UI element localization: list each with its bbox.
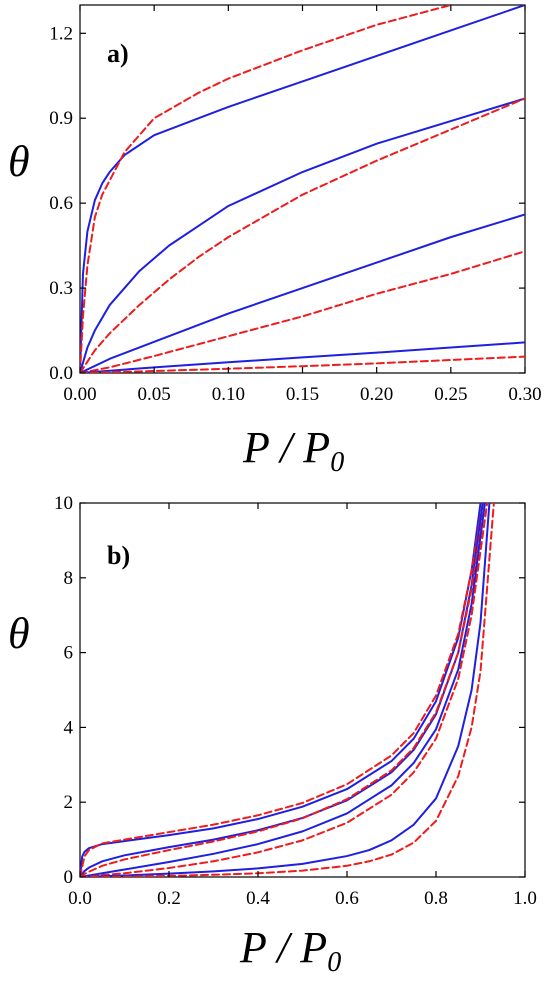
panel-b-series-6-dashed-line [80,503,489,877]
panel-b-label: b) [107,541,130,570]
panel-a-x-tick-label: 0.10 [212,384,245,405]
panel-a-x-tick-label: 0.25 [434,384,467,405]
panel-b-ticks-group: 0.0 0.2 0.4 0.6 0.8 1.0 0 2 4 6 8 10 [54,493,537,909]
panel-a-series-1-solid-line [80,5,525,373]
panel-b-series-4-dashed-line [80,503,486,877]
panel-a-y-tick-label: 0.0 [49,363,73,384]
panel-b-series-group [80,503,495,877]
panel-a-x-axis-label-sub: 0 [330,447,344,478]
panel-b-series-8-dashed-line [80,503,495,877]
panel-a-y-tick-label: 0.6 [49,193,73,214]
panel-a-label: a) [107,39,129,68]
panel-a-y-tick-label: 0.3 [49,278,73,299]
panel-a-chart: 0.00 0.05 0.10 0.15 0.20 0.25 0.30 0.0 0.3 0.6 0.9… [8,4,542,478]
panel-a-y-tick-label: 0.9 [49,108,73,129]
panel-b-x-axis-label-sub: 0 [327,947,341,978]
panel-a-x-tick-label: 0.05 [138,384,171,405]
panel-b-x-tick-label: 0.6 [335,888,359,909]
panel-a-y-tick-label: 1.2 [49,23,73,44]
panel-a-y-axis-label: θ [8,137,30,186]
panel-b-plot-frame [79,502,526,878]
panel-b-series-2-dashed-line [80,503,484,877]
panel-b-y-tick-label: 8 [64,568,74,589]
panel-a-series-4-dashed-line [80,97,525,373]
panel-b-x-tick-label: 0.2 [157,888,181,909]
panel-a-series-5-solid-line [80,213,525,373]
panel-b-y-tick-label: 2 [64,792,74,813]
panel-b-x-tick-label: 0.4 [246,888,270,909]
panel-b-x-axis-label: P / P0 [239,923,341,978]
panel-a-x-tick-label: 0.20 [360,384,393,405]
panel-b-x-tick-label: 0.8 [424,888,448,909]
panel-b-x-tick-label: 1.0 [513,888,537,909]
panel-b-y-axis-label: θ [8,609,30,658]
panel-b-y-tick-label: 10 [54,493,73,514]
panel-a-series-2-dashed-line [80,5,452,373]
panel-b-y-tick-label: 0 [64,867,74,888]
panel-b-series-5-solid-line [80,503,486,877]
panel-b-x-tick-label: 0.0 [68,888,92,909]
panel-b-y-tick-label: 4 [64,717,74,738]
panel-b-y-tick-label: 6 [64,643,74,664]
panel-b-series-3-solid-line [80,503,484,877]
panel-a-ticks-group: 0.00 0.05 0.10 0.15 0.20 0.25 0.30 0.0 0.3 0.6 0.9… [49,5,542,405]
panel-a-x-axis-label: P / P0 [242,423,344,478]
panel-a-x-axis-label-main: P / P [242,423,330,472]
panel-b-series-7-solid-line [80,503,491,877]
panel-a-x-tick-label: 0.30 [508,384,541,405]
panel-a-series-group [80,5,525,373]
panel-a-x-tick-label: 0.00 [63,384,96,405]
panel-b-series-1-solid-line [80,503,482,877]
panel-a-x-tick-label: 0.15 [286,384,319,405]
panel-a-series-8-dashed-line [80,355,525,373]
panel-a-plot-frame [79,4,526,374]
panel-a-series-3-solid-line [80,97,525,373]
panel-a-series-6-dashed-line [80,250,525,373]
panel-b-x-axis-label-main: P / P [239,923,327,972]
